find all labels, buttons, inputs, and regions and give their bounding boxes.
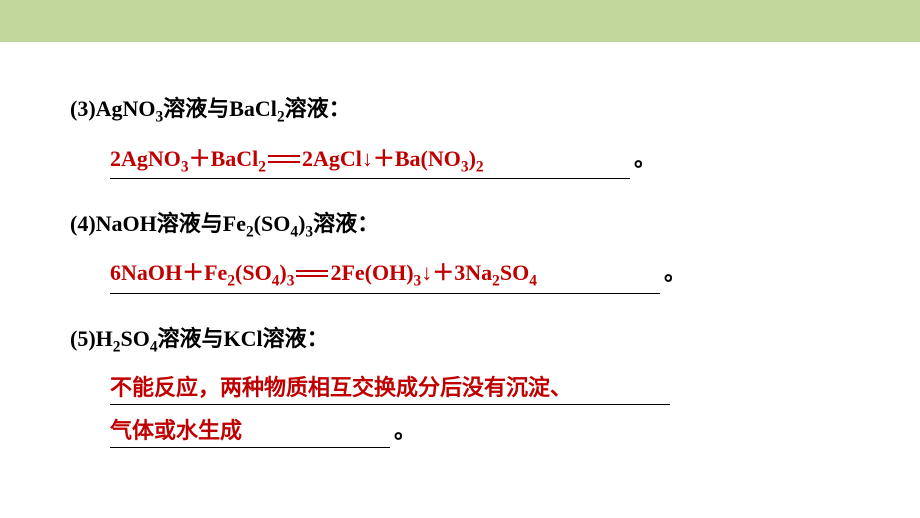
a4-s5: 2	[492, 273, 500, 290]
a3-s4: 2	[476, 158, 484, 175]
q5-mid1: SO	[120, 326, 149, 351]
a3-eq	[266, 146, 302, 172]
q5-prefix: (5)H	[70, 326, 113, 351]
question-4-text: (4)NaOH溶液与Fe2(SO4)3溶液：	[70, 207, 850, 244]
q3-mid1: 溶液与BaCl	[163, 96, 277, 121]
a4-p5: ↓＋3Na	[421, 260, 492, 285]
answer-5-text1: 不能反应，两种物质相互交换成分后没有沉淀、	[110, 370, 670, 405]
a4-s1: 2	[227, 273, 235, 290]
q4-sub1: 2	[246, 223, 254, 240]
a3-s1: 3	[181, 158, 189, 175]
question-3-text: (3)AgNO3溶液与BaCl2溶液：	[70, 92, 850, 129]
question-4-block: (4)NaOH溶液与Fe2(SO4)3溶液： 6NaOH＋Fe2(SO4)3 2…	[70, 207, 850, 294]
a4-p4: 2Fe(OH)	[330, 260, 413, 285]
a4-p2: (SO	[235, 260, 272, 285]
period-4: 。	[664, 255, 686, 287]
period-3: 。	[634, 141, 656, 173]
a4-p3: )	[279, 260, 286, 285]
answer-3-text: 2AgNO3＋BaCl2 2AgCl↓＋Ba(NO3)2	[110, 141, 630, 179]
answer-5-text2: 气体或水生成	[110, 413, 390, 448]
q3-suffix: 溶液：	[285, 96, 351, 121]
answer-4-line: 6NaOH＋Fe2(SO4)3 2Fe(OH)3↓＋3Na2SO4 。	[110, 255, 850, 293]
a3-s2: 2	[258, 158, 266, 175]
q3-prefix: (3)AgNO	[70, 96, 156, 121]
answer-3-line: 2AgNO3＋BaCl2 2AgCl↓＋Ba(NO3)2 。	[110, 141, 850, 179]
a4-p6: SO	[500, 260, 529, 285]
a3-p4: )	[469, 146, 476, 171]
a4-s3: 3	[287, 273, 295, 290]
answer-5-line2: 气体或水生成 。	[110, 413, 850, 448]
question-3-block: (3)AgNO3溶液与BaCl2溶液： 2AgNO3＋BaCl2 2AgCl↓＋…	[70, 92, 850, 179]
a3-p3: 2AgCl↓＋Ba(NO	[302, 146, 461, 171]
a4-p1: 6NaOH＋Fe	[110, 260, 227, 285]
a3-p1: 2AgNO	[110, 146, 181, 171]
q3-sub2: 2	[277, 108, 285, 125]
q4-prefix: (4)NaOH溶液与Fe	[70, 211, 246, 236]
answer-5-line1: 不能反应，两种物质相互交换成分后没有沉淀、	[110, 370, 850, 405]
answer-4-text: 6NaOH＋Fe2(SO4)3 2Fe(OH)3↓＋3Na2SO4	[110, 255, 660, 293]
a3-p2: ＋BaCl	[189, 146, 259, 171]
q4-sub3: 3	[305, 223, 313, 240]
q5-suffix: 溶液与KCl溶液：	[158, 326, 329, 351]
question-5-text: (5)H2SO4溶液与KCl溶液：	[70, 322, 850, 359]
content-area: (3)AgNO3溶液与BaCl2溶液： 2AgNO3＋BaCl2 2AgCl↓＋…	[0, 42, 920, 496]
top-bar	[0, 0, 920, 42]
q5-sub2: 4	[150, 338, 158, 355]
period-5: 。	[394, 413, 416, 445]
q4-suffix: 溶液：	[313, 211, 379, 236]
a4-eq	[294, 260, 330, 286]
a3-s3: 3	[461, 158, 469, 175]
a4-s6: 4	[529, 273, 537, 290]
q4-mid1: (SO	[254, 211, 291, 236]
q4-sub2: 4	[290, 223, 298, 240]
question-5-block: (5)H2SO4溶液与KCl溶液： 不能反应，两种物质相互交换成分后没有沉淀、 …	[70, 322, 850, 449]
